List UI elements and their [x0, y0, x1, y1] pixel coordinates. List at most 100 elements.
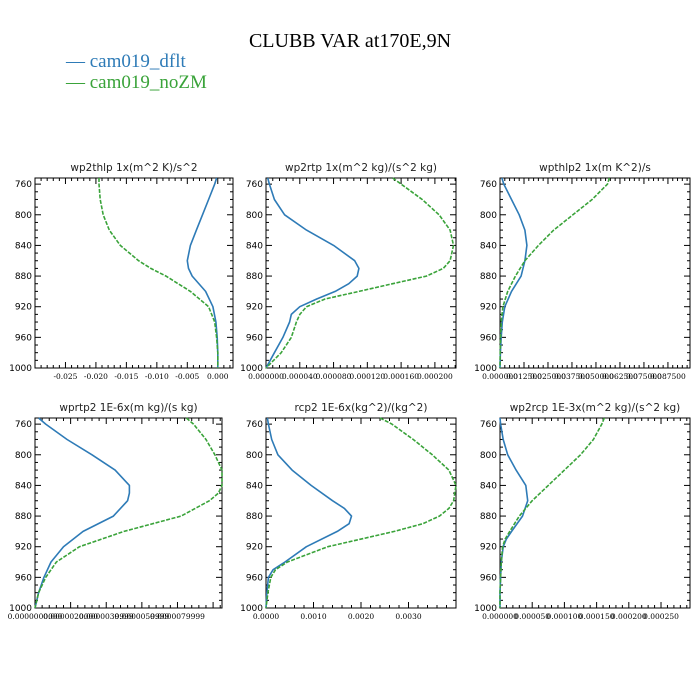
- x-tick-label: 0.037500: [554, 372, 590, 381]
- x-tick-label: 0.075000: [626, 372, 662, 381]
- x-tick-label: -0.025: [53, 372, 77, 381]
- y-tick-label: 840: [480, 481, 497, 491]
- y-tick-label: 840: [15, 481, 32, 491]
- x-tick-label: 0.0000059999: [114, 612, 169, 621]
- series-line-nozm: [499, 417, 606, 608]
- x-tick-label: 0.000: [207, 372, 229, 381]
- x-tick-label: 0.000050: [514, 612, 550, 621]
- plot-frame: [34, 417, 223, 609]
- series-line-dflt: [265, 177, 360, 369]
- y-tick-label: 920: [480, 303, 497, 313]
- series-line-dflt: [499, 177, 528, 369]
- x-tick-label: 0.050000: [578, 372, 614, 381]
- panel-title: wpthlp2 1x(m K^2)/s: [539, 162, 651, 174]
- legend-swatch-dflt: —: [66, 51, 85, 72]
- y-tick-label: 1000: [240, 604, 263, 614]
- y-tick-label: 840: [246, 481, 263, 491]
- x-tick-label: 0.012500: [506, 372, 542, 381]
- x-tick-label: 0.000150: [579, 612, 615, 621]
- x-tick-label: 0.000100: [547, 612, 583, 621]
- series-line-dflt: [499, 417, 529, 608]
- panel-4: wprtp2 1E-6x(m kg)/(s kg) 760 800 840 880 920…: [8, 402, 223, 621]
- series-line-nozm: [265, 417, 457, 609]
- figure-title: CLUBB VAR at170E,9N: [248, 30, 452, 52]
- panel-2: wp2rtp 1x(m^2 kg)/(s^2 kg) 760 800 840 880 92…: [240, 162, 457, 381]
- y-tick-label: 960: [15, 573, 32, 583]
- x-tick-label: 0.0000039999: [79, 612, 134, 621]
- y-tick-label: 840: [15, 241, 32, 251]
- y-tick-label: 880: [15, 272, 32, 282]
- x-tick-label: 0.000040: [282, 372, 318, 381]
- y-tick-label: 920: [480, 543, 497, 553]
- y-tick-label: 760: [480, 180, 497, 190]
- panel-6: wp2rcp 1E-3x(m^2 kg)/(s^2 kg) 760 800 840 88…: [474, 402, 691, 621]
- y-tick-label: 800: [480, 211, 497, 221]
- x-tick-label: 0.0030: [395, 612, 421, 621]
- y-tick-label: 840: [246, 241, 263, 251]
- x-tick-label: 0.000080: [316, 372, 352, 381]
- x-tick-label: 0.000120: [349, 372, 385, 381]
- plot-frame: [265, 177, 457, 369]
- plot-frame: [499, 177, 691, 369]
- panel-title: wprtp2 1E-6x(m kg)/(s kg): [59, 402, 197, 414]
- x-tick-label: 0.000000: [482, 372, 518, 381]
- x-tick-label: 0.0000079999: [150, 612, 205, 621]
- x-tick-label: -0.015: [114, 372, 138, 381]
- y-tick-label: 760: [15, 420, 32, 430]
- panel-title: rcp2 1E-6x(kg^2)/(kg^2): [295, 402, 428, 414]
- y-tick-label: 920: [15, 303, 32, 313]
- legend-item-dflt: — cam019_dflt: [66, 51, 186, 73]
- y-tick-label: 800: [246, 451, 263, 461]
- series-line-dflt: [34, 417, 131, 609]
- y-tick-label: 920: [246, 543, 263, 553]
- y-tick-label: 960: [246, 333, 263, 343]
- y-tick-label: 800: [15, 211, 32, 221]
- y-tick-label: 760: [246, 420, 263, 430]
- panel-1: wp2thlp 1x(m^2 K)/s^2 760 800 840 880 920 960 1…: [9, 162, 234, 381]
- y-tick-label: 960: [15, 333, 32, 343]
- y-tick-label: 1000: [9, 604, 32, 614]
- y-tick-label: 880: [246, 512, 263, 522]
- y-tick-label: 920: [15, 543, 32, 553]
- x-tick-label: 0.000200: [611, 612, 647, 621]
- y-tick-label: 760: [480, 420, 497, 430]
- x-tick-label: 0.0000020000: [43, 612, 98, 621]
- x-tick-label: 0.0000: [253, 612, 279, 621]
- legend-swatch-nozm: —: [66, 72, 85, 93]
- panel-title: wp2thlp 1x(m^2 K)/s^2: [70, 162, 197, 174]
- panel-title: wp2rtp 1x(m^2 kg)/(s^2 kg): [285, 162, 437, 174]
- x-tick-label: -0.020: [84, 372, 108, 381]
- y-tick-label: 880: [246, 272, 263, 282]
- x-tick-label: 0.000250: [643, 612, 679, 621]
- x-tick-label: 0.062500: [602, 372, 638, 381]
- y-tick-label: 1000: [9, 364, 32, 374]
- y-tick-label: 800: [246, 211, 263, 221]
- y-tick-label: 760: [246, 180, 263, 190]
- x-tick-label: 0.0000000000: [8, 612, 63, 621]
- series-line-nozm: [98, 178, 219, 368]
- series-line-dflt: [265, 417, 353, 609]
- plot-frame: [265, 417, 457, 609]
- series-line-nozm: [34, 417, 223, 609]
- y-tick-label: 840: [480, 241, 497, 251]
- y-tick-label: 960: [246, 573, 263, 583]
- x-tick-label: 0.0010: [300, 612, 326, 621]
- legend-label-dflt: cam019_dflt: [89, 51, 186, 72]
- y-tick-label: 760: [15, 180, 32, 190]
- x-tick-label: 0.000160: [383, 372, 419, 381]
- y-tick-label: 1000: [474, 604, 497, 614]
- panel-5: rcp2 1E-6x(kg^2)/(kg^2) 760 800 840 880 920 96…: [240, 402, 457, 621]
- legend-item-nozm: — cam019_noZM: [66, 72, 207, 94]
- panel-title: wp2rcp 1E-3x(m^2 kg)/(s^2 kg): [510, 402, 681, 414]
- y-tick-label: 880: [480, 272, 497, 282]
- panel-3: wpthlp2 1x(m K^2)/s 760 800 840 880 920 960 100…: [474, 162, 691, 381]
- y-tick-label: 960: [480, 333, 497, 343]
- series-line-nozm: [265, 177, 455, 369]
- series-line-dflt: [186, 177, 219, 368]
- x-tick-label: 0.0020: [348, 612, 374, 621]
- plot-frame: [34, 177, 234, 369]
- y-tick-label: 800: [15, 451, 32, 461]
- x-tick-label: -0.005: [175, 372, 199, 381]
- plot-frame: [499, 417, 691, 609]
